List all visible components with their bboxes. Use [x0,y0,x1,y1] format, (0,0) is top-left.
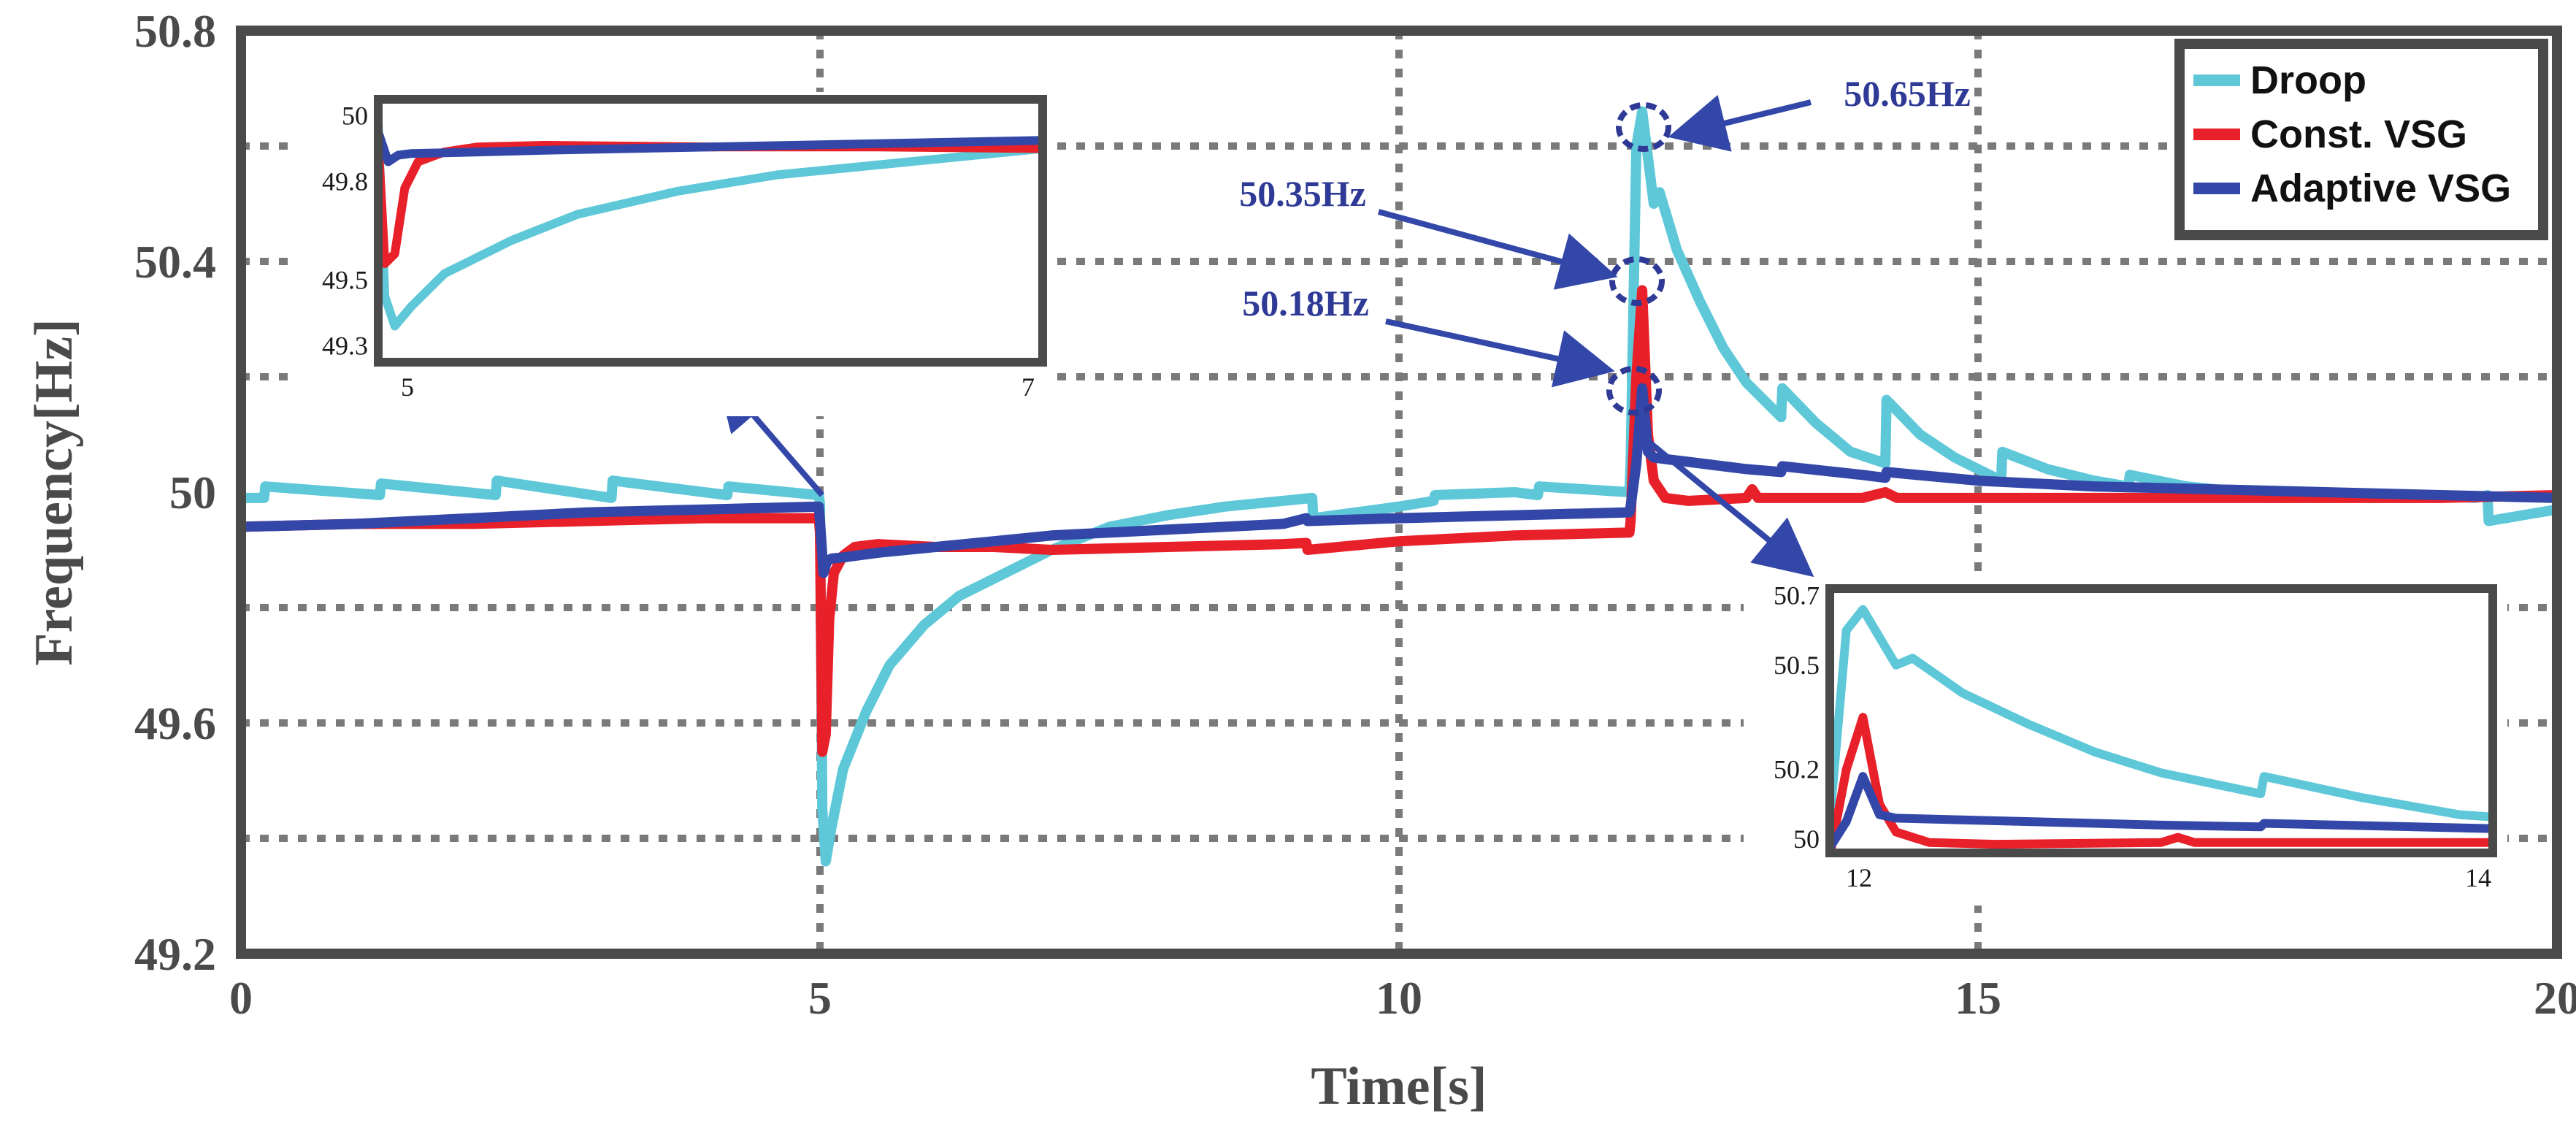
y-axis-label: Frequency[Hz] [24,318,84,665]
x-tick-label: 10 [1376,972,1422,1024]
inset-frame [1825,584,2497,857]
annotation-50-35: 50.35Hz [1239,173,1366,214]
inset-y-tick: 50.7 [1774,581,1820,610]
inset-series [1830,605,2493,853]
inset-y-tick: 50 [1793,824,1820,854]
legend-label-droop: Droop [2250,58,2366,102]
inset-y-tick: 49.5 [322,266,368,295]
inset-line-droop [1830,605,2493,841]
inset-x-tick: 7 [1021,372,1035,402]
x-tick-label: 15 [1955,972,2001,1024]
plot-frame [236,26,2562,959]
inset-x-tick: 14 [2465,863,2491,892]
series-group [236,106,2562,867]
inset-y-tick: 49.8 [322,167,368,196]
inset-left: 50 49.8 49.5 49.3 5 7 [292,92,1057,416]
inset-series [378,115,1043,331]
inset-y-tick: 50 [342,102,368,131]
series-line-adaptive-vsg [236,383,2562,578]
y-tick-label: 50 [169,467,216,518]
y-tick-label: 49.6 [134,697,216,749]
peak-marker-50-18 [1606,366,1662,416]
inset-y-tick: 50.5 [1774,651,1820,680]
inset-x-tick: 5 [401,372,414,402]
legend-label-const-vsg: Const. VSG [2250,112,2467,156]
arrow-50-65 [1668,94,1812,152]
y-tick-label: 50.4 [134,236,216,288]
y-tick-label: 50.8 [134,5,216,57]
legend-label-adaptive-vsg: Adaptive VSG [2250,166,2511,210]
tick-labels: 49.2 49.6 50 50.4 50.8 0 5 10 15 20 [134,5,2576,1024]
inset-x-tick: 12 [1846,863,1872,892]
arrow-to-right-inset [1642,435,1814,578]
x-tick-label: 0 [229,972,253,1024]
annotation-50-65: 50.65Hz [1844,73,1971,114]
legend: Droop Const. VSG Adaptive VSG [2174,39,2548,240]
inset-line-adaptive-vsg [378,122,1043,166]
arrow-50-18 [1385,318,1615,388]
annotation-50-18: 50.18Hz [1242,283,1369,324]
inset-y-tick: 49.3 [322,332,368,361]
x-tick-label: 20 [2534,972,2576,1024]
arrow-50-35 [1377,209,1618,290]
inset-right: 50.7 50.5 50.2 50 12 14 [1744,581,2507,906]
x-tick-label: 5 [808,972,832,1024]
inset-line-adaptive-vsg [1830,772,2493,853]
y-tick-label: 49.2 [134,928,216,980]
inset-line-const-vsg [1830,713,2493,853]
inset-y-tick: 50.2 [1774,755,1820,784]
x-axis-label: Time[s] [1311,1057,1487,1117]
series-line-const-vsg [236,285,2562,757]
inset-frame [374,95,1047,367]
annotations: 50.65Hz 50.35Hz 50.18Hz [715,73,1971,578]
